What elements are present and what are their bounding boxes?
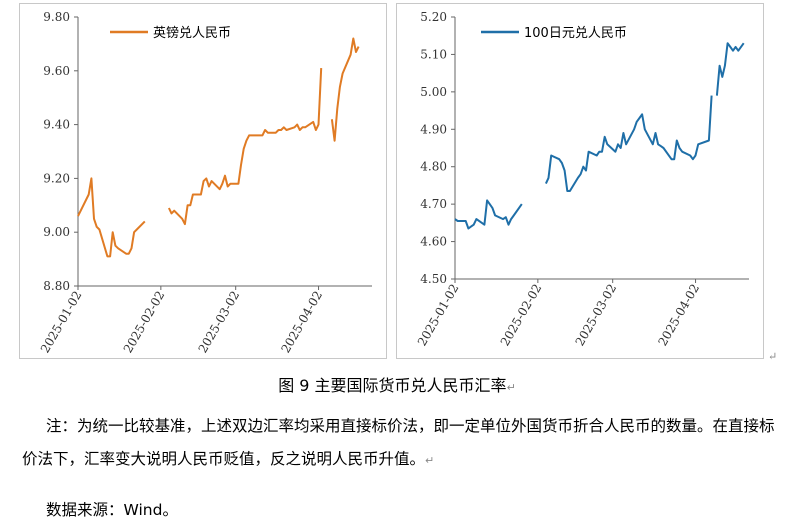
- series-line-segment: [77, 177, 146, 258]
- paragraph-mark: ↵: [768, 350, 778, 363]
- gbp-cny-chart: 8.80 9.00 9.20 9.40 9.60 9.80 2025-01-02 2025-0…: [38, 10, 372, 356]
- series-line-segment: [454, 199, 523, 230]
- x-tick-label: 2025-03-02: [573, 282, 620, 349]
- y-tick-label: 9.20: [43, 171, 70, 185]
- y-tick-label: 8.80: [43, 279, 70, 293]
- paragraph-mark: ↵: [506, 381, 516, 394]
- note-text: 注：为统一比较基准，上述双边汇率均采用直接标价法，即一定单位外国货币折合人民币的…: [22, 417, 775, 468]
- y-tick-label: 9.80: [43, 10, 70, 24]
- y-tick-label: 9.40: [43, 118, 70, 132]
- series-line-segment: [167, 68, 323, 226]
- legend-label: 100日元兑人民币: [524, 26, 627, 41]
- paragraph-mark: ↵: [425, 454, 435, 467]
- y-tick-label: 5.10: [420, 47, 447, 61]
- y-tick-label: 9.60: [43, 64, 70, 78]
- series-line-segment: [330, 37, 360, 142]
- y-tick-label: 4.80: [420, 160, 447, 174]
- y-tick-label: 9.00: [43, 225, 70, 239]
- figure-caption: 图 9 主要国际货币兑人民币汇率↵: [0, 372, 794, 396]
- y-tick-label: 4.60: [420, 235, 447, 249]
- x-tick-label: 2025-01-02: [38, 289, 85, 356]
- y-tick-label: 4.50: [420, 272, 447, 286]
- x-tick-label: 2025-03-02: [196, 289, 243, 356]
- y-tick-label: 5.20: [420, 10, 447, 24]
- x-tick-label: 2025-04-02: [655, 282, 702, 349]
- x-tick-label: 2025-01-02: [415, 282, 462, 349]
- chart-panel-gbp: 8.80 9.00 9.20 9.40 9.60 9.80 2025-01-02 2025-0…: [19, 3, 387, 359]
- y-tick-label: 4.90: [420, 122, 447, 136]
- x-tick-label: 2025-02-02: [498, 282, 545, 349]
- series-line-segment: [715, 42, 745, 96]
- x-tick-label: 2025-02-02: [121, 289, 168, 356]
- legend-label: 英镑兑人民币: [153, 25, 231, 41]
- figure-note: 注：为统一比较基准，上述双边汇率均采用直接标价法，即一定单位外国货币折合人民币的…: [22, 410, 782, 477]
- y-tick-label: 4.70: [420, 197, 447, 211]
- y-tick-label: 5.00: [420, 85, 447, 99]
- x-tick-label: 2025-04-02: [278, 289, 325, 356]
- data-source: 数据来源：Wind。: [46, 501, 178, 519]
- jpy-cny-chart: 4.50 4.60 4.70 4.80 4.90 5.00 5.10 5.20 2025-01-…: [415, 10, 749, 349]
- chart-panel-jpy: 4.50 4.60 4.70 4.80 4.90 5.00 5.10 5.20 2025-01-…: [396, 3, 764, 359]
- caption-text: 图 9 主要国际货币兑人民币汇率: [278, 376, 507, 395]
- series-line-segment: [544, 95, 713, 192]
